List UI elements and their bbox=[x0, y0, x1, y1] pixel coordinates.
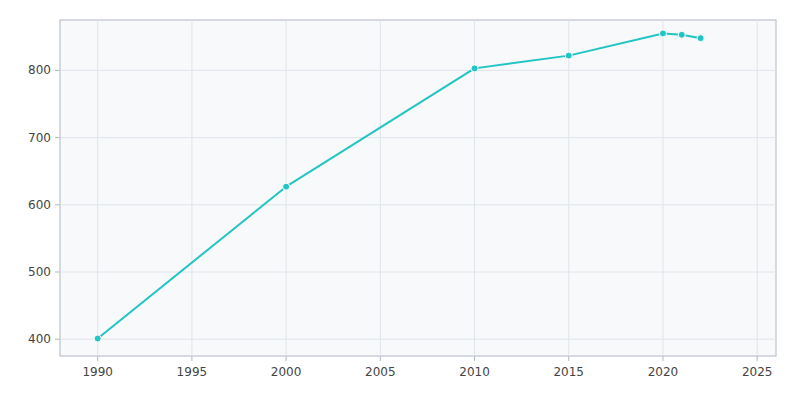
y-tick bbox=[55, 204, 60, 205]
axes: 1990 1995 2000 2005 2010 2015 2020 2025 400 500 60… bbox=[28, 63, 772, 379]
x-tick bbox=[380, 356, 381, 361]
y-grid-line bbox=[60, 204, 776, 205]
y-grid-line bbox=[60, 137, 776, 138]
x-tick bbox=[757, 356, 758, 361]
grid bbox=[60, 20, 776, 356]
point bbox=[697, 35, 704, 42]
plot-frame bbox=[60, 20, 776, 356]
x-tick-label: 2015 bbox=[553, 365, 584, 379]
x-tick-label: 2000 bbox=[271, 365, 302, 379]
x-tick-label: 2010 bbox=[459, 365, 490, 379]
x-tick bbox=[662, 356, 663, 361]
y-grid-line bbox=[60, 339, 776, 340]
point bbox=[94, 335, 101, 342]
x-tick-label: 2025 bbox=[742, 365, 773, 379]
y-tick bbox=[55, 137, 60, 138]
x-tick-label: 1995 bbox=[177, 365, 208, 379]
y-tick-label: 500 bbox=[28, 265, 51, 279]
point bbox=[471, 65, 478, 72]
y-grid-line bbox=[60, 272, 776, 273]
y-tick-label: 700 bbox=[28, 131, 51, 145]
x-tick bbox=[191, 356, 192, 361]
x-tick-label: 1990 bbox=[82, 365, 113, 379]
x-tick-label: 2020 bbox=[648, 365, 679, 379]
x-tick bbox=[97, 356, 98, 361]
y-grid-line bbox=[60, 70, 776, 71]
y-tick-label: 800 bbox=[28, 63, 51, 77]
y-tick bbox=[55, 70, 60, 71]
y-tick-label: 400 bbox=[28, 332, 51, 346]
point bbox=[659, 30, 666, 37]
x-tick bbox=[286, 356, 287, 361]
y-tick-label: 600 bbox=[28, 198, 51, 212]
x-tick bbox=[474, 356, 475, 361]
x-tick bbox=[568, 356, 569, 361]
point bbox=[678, 31, 685, 38]
chart-container: 1990 1995 2000 2005 2010 2015 2020 2025 400 500 60… bbox=[0, 0, 800, 400]
point bbox=[283, 183, 290, 190]
line bbox=[98, 33, 701, 338]
chart-svg: 1990 1995 2000 2005 2010 2015 2020 2025 400 500 60… bbox=[0, 0, 800, 400]
x-tick-label: 2005 bbox=[365, 365, 396, 379]
y-tick bbox=[55, 272, 60, 273]
point bbox=[565, 52, 572, 59]
y-tick bbox=[55, 339, 60, 340]
series bbox=[94, 30, 704, 342]
